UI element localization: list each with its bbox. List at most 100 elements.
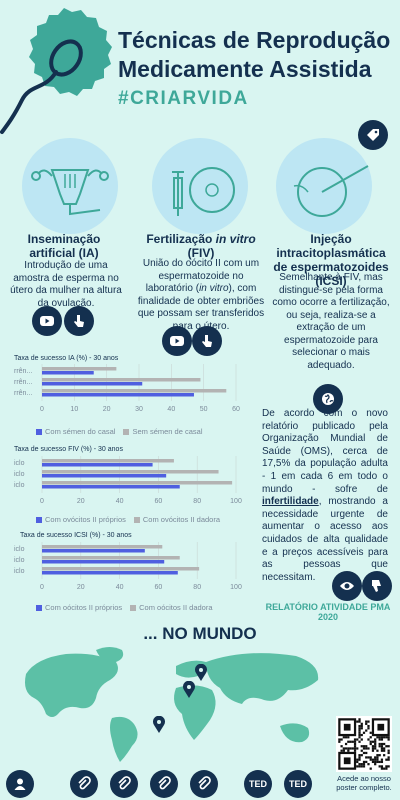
qr-module [369, 740, 372, 743]
bar-blue [42, 371, 94, 375]
qr-module [365, 751, 368, 755]
chart-icsi: 0 20 40 60 80 100 iclo iclo iclo [14, 542, 242, 591]
x-tick-label: 80 [193, 498, 201, 505]
chart-ia-legend: Com sémen do casal Sem sémen de casal [36, 427, 203, 436]
tag-button[interactable] [358, 120, 388, 150]
qr-module [360, 745, 363, 748]
qr-module [365, 756, 368, 759]
qr-module [376, 756, 379, 759]
qr-module [383, 767, 386, 770]
attachment-button-4[interactable] [190, 770, 218, 798]
qr-module [356, 758, 359, 761]
qr-module [356, 765, 359, 768]
qr-module [356, 720, 359, 723]
qr-module [383, 742, 386, 746]
attachment-button-2[interactable] [110, 770, 138, 798]
qr-module [387, 765, 390, 768]
qr-module [353, 742, 357, 746]
qr-module [367, 756, 370, 759]
petri-illustration [152, 138, 248, 234]
qr-module [358, 765, 361, 768]
globe-icon [322, 393, 334, 405]
qr-module [385, 767, 388, 770]
attachment-button-3[interactable] [150, 770, 178, 798]
qr-module [378, 760, 381, 764]
fiv-tap-button[interactable] [192, 326, 222, 356]
location-pin-icon [195, 664, 207, 681]
location-pin-icon [153, 716, 165, 733]
user-button[interactable] [6, 770, 34, 798]
x-tick-label: 60 [155, 584, 163, 591]
qr-module [376, 754, 379, 757]
bar-blue [42, 571, 178, 575]
category-label: iclo [14, 546, 25, 553]
x-tick-label: 0 [40, 406, 44, 413]
video-icon [40, 316, 54, 326]
bar-blue [42, 560, 165, 564]
qr-module [378, 736, 381, 739]
qr-module [344, 747, 348, 750]
qr-module [360, 722, 363, 725]
qr-module [358, 731, 361, 734]
infertility-paragraph: De acordo com o novo relatório publicado… [262, 408, 388, 583]
infertility-link[interactable]: infertilidade [262, 496, 319, 508]
fiv-video-button[interactable] [162, 326, 192, 356]
qr-module [380, 758, 384, 761]
chart-fiv: 0 20 40 60 80 100 iclo iclo iclo [14, 456, 242, 505]
qr-module [365, 729, 368, 732]
x-tick-label: 100 [230, 584, 242, 591]
x-tick-label: 40 [167, 406, 175, 413]
qr-module [380, 749, 384, 752]
ted-button-2[interactable]: TED [284, 770, 312, 798]
qr-module [380, 742, 384, 746]
ted-button-1[interactable]: TED [244, 770, 272, 798]
hashtag: #CRIARVIDA [118, 88, 249, 109]
chart-ia-title: Taxa de sucesso IA (%) - 30 anos [14, 355, 119, 362]
user-icon [14, 778, 26, 790]
qr-module [351, 740, 354, 743]
ia-tap-button[interactable] [64, 306, 94, 336]
qr-module [340, 749, 343, 752]
bar-grey [42, 556, 180, 560]
qr-module [385, 765, 388, 768]
qr-module [387, 751, 390, 755]
bar-blue [42, 485, 180, 489]
x-tick-label: 80 [193, 584, 201, 591]
bar-grey [42, 459, 174, 463]
view-button[interactable] [332, 571, 362, 601]
qr-module [374, 745, 377, 748]
pipette-egg-icon [172, 167, 235, 216]
ted-label: TED [249, 779, 267, 789]
qr-module [378, 742, 381, 746]
qr-module [340, 745, 343, 748]
qr-module [358, 736, 361, 739]
globe-button[interactable] [313, 384, 343, 414]
thumbs-down-button[interactable] [362, 571, 392, 601]
qr-module [362, 751, 366, 755]
tech-icsi-description: Semelhante à FIV, mas distingue-se pela … [272, 272, 390, 371]
qr-module [369, 767, 372, 770]
qr-module [367, 720, 370, 723]
legend-icsi-series-1: Com oócitos II próprios [45, 603, 123, 612]
qr-module [353, 745, 357, 748]
category-label: rrên... [14, 390, 32, 397]
qr-module [358, 733, 361, 737]
qr-module [374, 756, 377, 759]
ia-video-button[interactable] [32, 306, 62, 336]
hand-pointer-icon [202, 335, 212, 347]
qr-module [380, 765, 384, 768]
qr-module [371, 758, 375, 761]
location-pin-icon [183, 681, 195, 698]
qr-module [371, 747, 375, 750]
qr-module [378, 754, 381, 757]
bar-grey [42, 567, 200, 571]
x-tick-label: 60 [155, 498, 163, 505]
attachment-button-1[interactable] [70, 770, 98, 798]
bar-grey [42, 367, 117, 371]
bar-blue [42, 382, 143, 386]
qr-module [387, 756, 390, 759]
report-link[interactable]: RELATÓRIO ATIVIDADE PMA 2020 [265, 602, 391, 622]
qr-code[interactable] [336, 716, 392, 772]
qr-module [360, 765, 363, 768]
qr-module [380, 747, 384, 750]
